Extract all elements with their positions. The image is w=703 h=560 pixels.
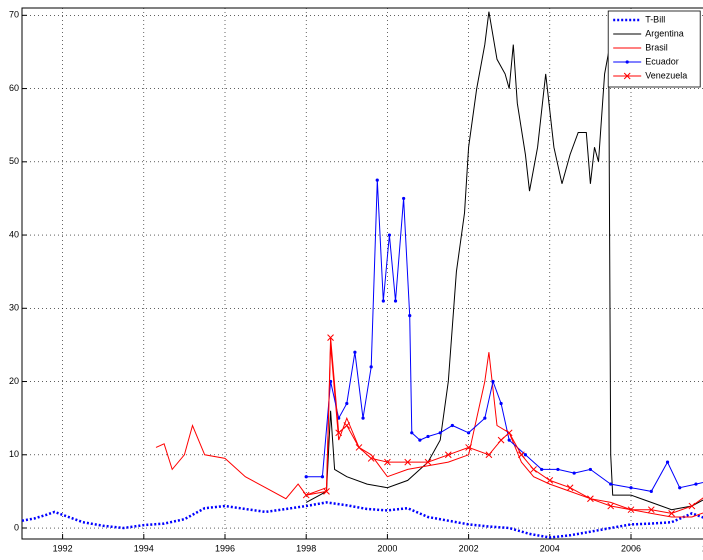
y-tick-label: 20 bbox=[9, 376, 19, 386]
x-tick-label: 1998 bbox=[296, 543, 316, 553]
marker bbox=[497, 436, 505, 444]
marker bbox=[566, 484, 574, 492]
y-tick-label: 10 bbox=[9, 449, 19, 459]
marker bbox=[647, 506, 655, 514]
marker bbox=[418, 438, 422, 442]
marker bbox=[393, 299, 398, 303]
marker bbox=[345, 401, 349, 406]
x-tick-label: 1996 bbox=[215, 543, 235, 553]
marker bbox=[572, 471, 576, 475]
marker bbox=[467, 431, 471, 435]
marker bbox=[556, 467, 560, 472]
legend-label: Ecuador bbox=[645, 56, 679, 66]
marker bbox=[629, 486, 633, 490]
x-tick-label: 2000 bbox=[377, 543, 397, 553]
marker bbox=[518, 451, 525, 459]
marker bbox=[426, 434, 430, 439]
marker bbox=[607, 502, 615, 510]
marker bbox=[523, 453, 528, 457]
marker bbox=[367, 455, 375, 462]
marker bbox=[483, 416, 487, 420]
marker bbox=[491, 379, 495, 384]
marker bbox=[302, 491, 310, 499]
marker bbox=[485, 451, 493, 459]
marker bbox=[627, 506, 635, 514]
marker bbox=[649, 489, 653, 493]
series-line bbox=[21, 501, 703, 539]
marker bbox=[668, 510, 675, 517]
legend-label: Argentina bbox=[645, 28, 684, 38]
marker bbox=[450, 423, 454, 428]
marker bbox=[609, 482, 613, 486]
y-tick-label: 30 bbox=[9, 303, 19, 313]
marker bbox=[355, 444, 363, 451]
y-tick-label: 50 bbox=[9, 156, 19, 166]
series-line bbox=[306, 180, 703, 492]
marker bbox=[375, 178, 379, 182]
legend-box bbox=[607, 10, 701, 88]
marker bbox=[499, 401, 503, 406]
marker bbox=[444, 451, 452, 459]
marker bbox=[320, 475, 325, 479]
x-tick-label: 2002 bbox=[459, 543, 479, 553]
y-tick-label: 0 bbox=[14, 522, 19, 532]
marker bbox=[335, 429, 343, 437]
marker bbox=[678, 486, 682, 490]
marker bbox=[546, 477, 554, 484]
marker bbox=[424, 458, 432, 466]
marker bbox=[327, 334, 334, 341]
y-tick-label: 40 bbox=[9, 229, 19, 239]
x-tick-label: 2004 bbox=[540, 543, 560, 553]
x-tick-label: 1994 bbox=[134, 543, 154, 553]
plot-area bbox=[21, 7, 703, 540]
marker bbox=[694, 482, 698, 486]
marker bbox=[361, 416, 365, 420]
marker bbox=[323, 488, 330, 495]
x-tick-label: 2006 bbox=[621, 543, 641, 553]
marker bbox=[688, 502, 696, 510]
marker bbox=[623, 72, 631, 80]
legend-label: Brasil bbox=[645, 42, 668, 52]
marker bbox=[410, 431, 414, 435]
x-tick-label: 1992 bbox=[53, 543, 73, 553]
marker bbox=[353, 350, 357, 354]
marker bbox=[530, 466, 537, 473]
marker bbox=[665, 460, 670, 464]
series-line bbox=[306, 337, 703, 514]
marker bbox=[540, 467, 544, 472]
marker bbox=[587, 495, 594, 503]
marker bbox=[465, 444, 472, 451]
legend-label: T-Bill bbox=[645, 14, 665, 24]
legend-label: Venezuela bbox=[645, 70, 687, 80]
marker bbox=[438, 431, 442, 435]
marker bbox=[588, 467, 593, 472]
y-tick-label: 70 bbox=[9, 10, 19, 20]
marker bbox=[381, 299, 385, 303]
marker bbox=[384, 458, 391, 466]
marker bbox=[404, 458, 412, 466]
marker bbox=[505, 429, 513, 437]
marker bbox=[507, 438, 511, 442]
marker bbox=[304, 475, 308, 479]
y-tick-label: 60 bbox=[9, 83, 19, 93]
marker bbox=[369, 365, 373, 369]
series-line bbox=[155, 344, 703, 518]
marker bbox=[387, 233, 392, 237]
marker bbox=[343, 422, 351, 429]
marker bbox=[625, 60, 629, 64]
marker bbox=[408, 314, 412, 318]
marker bbox=[402, 196, 406, 201]
